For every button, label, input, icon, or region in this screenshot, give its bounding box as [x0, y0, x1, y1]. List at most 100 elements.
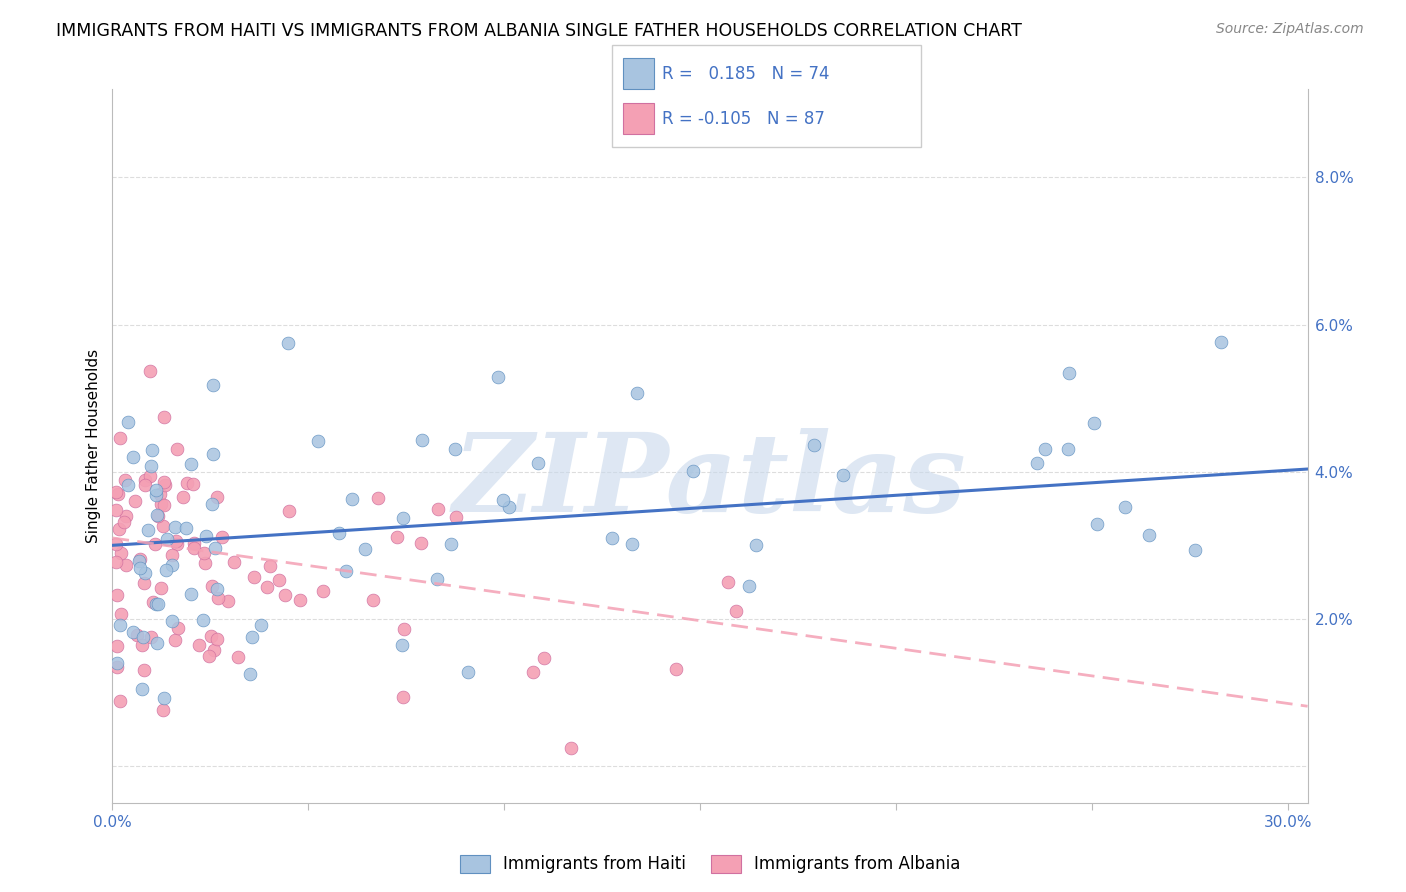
Point [207, 591, 229, 605]
Point [202, 642, 225, 657]
Point [391, 638, 413, 652]
Point [204, 541, 226, 555]
Point [498, 500, 520, 514]
Text: R = -0.105   N = 87: R = -0.105 N = 87 [662, 110, 825, 128]
Point [134, 566, 156, 580]
Point [160, 548, 183, 562]
Point [409, 535, 432, 549]
Point [665, 662, 688, 676]
Point [105, 660, 128, 674]
Point [226, 649, 249, 664]
Point [180, 458, 202, 472]
Point [128, 561, 150, 575]
Point [107, 487, 129, 501]
Point [457, 665, 479, 679]
Point [411, 433, 433, 447]
Point [1033, 442, 1056, 456]
Point [121, 450, 143, 465]
Point [342, 491, 364, 506]
Point [522, 665, 544, 679]
Point [446, 510, 468, 524]
Point [1184, 542, 1206, 557]
Point [307, 434, 329, 448]
Point [527, 456, 550, 470]
Point [141, 443, 163, 458]
Point [160, 615, 183, 629]
Point [600, 531, 623, 545]
Point [165, 534, 187, 549]
Point [145, 508, 167, 522]
Point [187, 638, 209, 652]
Point [146, 597, 169, 611]
Point [134, 576, 156, 591]
Point [191, 613, 214, 627]
Point [117, 415, 139, 429]
Point [201, 578, 224, 592]
Point [165, 519, 187, 533]
Point [392, 690, 415, 704]
Point [152, 475, 174, 489]
Point [160, 558, 183, 572]
Point [724, 604, 747, 618]
Point [176, 521, 198, 535]
Point [131, 638, 153, 652]
Point [194, 557, 217, 571]
Point [560, 741, 582, 756]
Point [621, 536, 644, 550]
Point [427, 502, 450, 516]
Point [626, 386, 648, 401]
Point [108, 431, 131, 445]
Text: IMMIGRANTS FROM HAITI VS IMMIGRANTS FROM ALBANIA SINGLE FATHER HOUSEHOLDS CORREL: IMMIGRANTS FROM HAITI VS IMMIGRANTS FROM… [56, 22, 1022, 40]
Point [1137, 528, 1160, 542]
Point [152, 703, 174, 717]
Point [134, 473, 156, 487]
Point [193, 546, 215, 560]
Point [181, 476, 204, 491]
Point [131, 681, 153, 696]
Point [146, 636, 169, 650]
Point [717, 574, 740, 589]
Point [108, 694, 131, 708]
Point [217, 593, 239, 607]
Point [243, 570, 266, 584]
Point [1083, 416, 1105, 430]
Point [145, 483, 167, 497]
Point [440, 536, 463, 550]
Point [207, 582, 229, 597]
Point [121, 625, 143, 640]
Point [125, 628, 148, 642]
Point [156, 533, 179, 547]
Point [132, 663, 155, 677]
Point [1085, 516, 1108, 531]
Point [385, 530, 408, 544]
Point [141, 459, 163, 474]
Point [105, 555, 128, 569]
Point [105, 537, 128, 551]
Point [114, 473, 136, 487]
Point [105, 656, 128, 670]
Point [273, 588, 295, 602]
Point [205, 632, 228, 646]
Point [1057, 366, 1080, 380]
Point [198, 649, 221, 664]
Point [145, 537, 167, 551]
Point [117, 478, 139, 492]
Point [138, 469, 160, 483]
Point [288, 592, 311, 607]
Point [832, 467, 855, 482]
Point [105, 485, 128, 500]
Point [1209, 334, 1232, 349]
Point [426, 572, 449, 586]
Point [139, 364, 162, 378]
Point [167, 621, 190, 635]
Point [803, 437, 825, 451]
Point [201, 498, 224, 512]
Point [183, 536, 205, 550]
Point [108, 522, 131, 536]
Point [354, 542, 377, 557]
Point [128, 554, 150, 568]
Point [1114, 500, 1136, 514]
Point [328, 525, 350, 540]
Point [129, 552, 152, 566]
Point [278, 504, 301, 518]
